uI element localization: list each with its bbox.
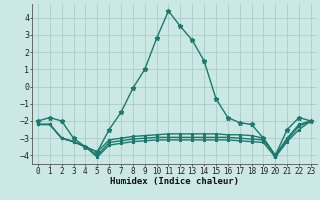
X-axis label: Humidex (Indice chaleur): Humidex (Indice chaleur): [110, 177, 239, 186]
